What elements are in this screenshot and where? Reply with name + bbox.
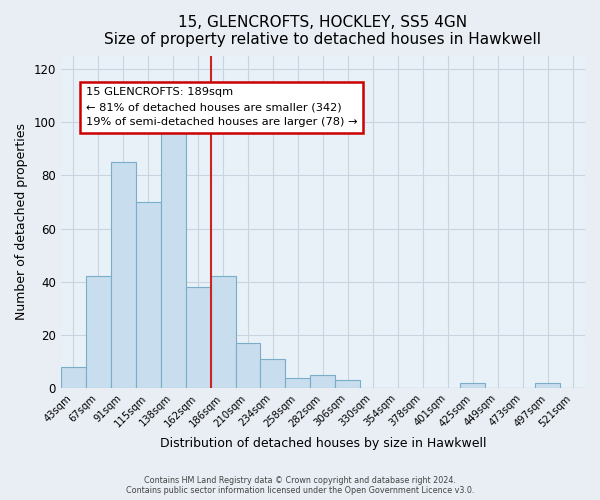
Bar xyxy=(460,383,485,388)
Bar xyxy=(535,383,560,388)
Bar xyxy=(236,343,260,388)
Bar xyxy=(185,287,211,388)
Bar xyxy=(161,122,185,388)
Title: 15, GLENCROFTS, HOCKLEY, SS5 4GN
Size of property relative to detached houses in: 15, GLENCROFTS, HOCKLEY, SS5 4GN Size of… xyxy=(104,15,541,48)
Bar xyxy=(310,375,335,388)
Y-axis label: Number of detached properties: Number of detached properties xyxy=(15,124,28,320)
X-axis label: Distribution of detached houses by size in Hawkwell: Distribution of detached houses by size … xyxy=(160,437,486,450)
Bar xyxy=(260,359,286,388)
Bar xyxy=(286,378,310,388)
Bar xyxy=(61,367,86,388)
Bar xyxy=(335,380,361,388)
Bar xyxy=(211,276,236,388)
Bar xyxy=(86,276,111,388)
Bar xyxy=(111,162,136,388)
Bar xyxy=(136,202,161,388)
Text: Contains HM Land Registry data © Crown copyright and database right 2024.
Contai: Contains HM Land Registry data © Crown c… xyxy=(126,476,474,495)
Text: 15 GLENCROFTS: 189sqm
← 81% of detached houses are smaller (342)
19% of semi-det: 15 GLENCROFTS: 189sqm ← 81% of detached … xyxy=(86,88,357,127)
